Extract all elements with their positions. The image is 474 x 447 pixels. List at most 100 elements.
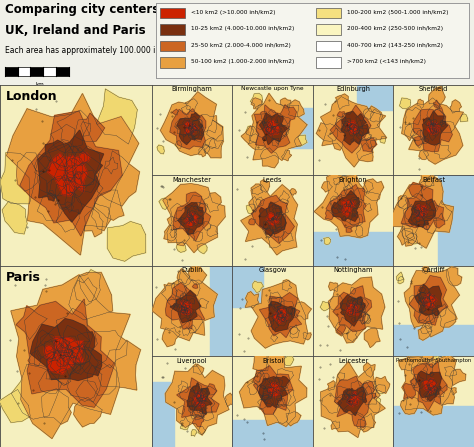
Polygon shape <box>247 383 258 395</box>
Polygon shape <box>429 314 436 323</box>
Polygon shape <box>352 213 356 218</box>
Polygon shape <box>393 406 474 447</box>
Polygon shape <box>321 362 385 438</box>
Polygon shape <box>351 197 360 206</box>
Polygon shape <box>199 147 206 157</box>
Polygon shape <box>282 314 288 320</box>
Polygon shape <box>190 298 194 304</box>
Polygon shape <box>351 401 353 402</box>
Polygon shape <box>180 309 188 320</box>
Polygon shape <box>200 407 206 417</box>
Polygon shape <box>265 228 273 236</box>
Polygon shape <box>250 93 263 108</box>
Polygon shape <box>181 105 190 115</box>
Polygon shape <box>403 384 416 399</box>
Polygon shape <box>41 333 56 352</box>
Polygon shape <box>187 312 203 333</box>
Polygon shape <box>424 301 427 304</box>
Polygon shape <box>275 208 282 213</box>
Polygon shape <box>181 304 186 310</box>
Polygon shape <box>276 390 279 393</box>
Polygon shape <box>290 189 296 195</box>
Polygon shape <box>204 138 224 158</box>
Text: Dublin: Dublin <box>181 267 203 273</box>
Polygon shape <box>399 357 413 371</box>
Polygon shape <box>360 380 376 395</box>
FancyBboxPatch shape <box>316 8 341 18</box>
Polygon shape <box>190 302 191 304</box>
Polygon shape <box>180 386 195 401</box>
Polygon shape <box>105 157 118 174</box>
Polygon shape <box>418 286 430 299</box>
Polygon shape <box>177 405 185 414</box>
Polygon shape <box>185 213 198 227</box>
Polygon shape <box>178 306 185 312</box>
Polygon shape <box>416 205 428 218</box>
Polygon shape <box>398 276 404 284</box>
Polygon shape <box>73 397 102 427</box>
Polygon shape <box>360 138 377 152</box>
Polygon shape <box>290 108 313 148</box>
Polygon shape <box>283 356 294 366</box>
Polygon shape <box>264 225 273 236</box>
Polygon shape <box>361 304 365 308</box>
Polygon shape <box>253 350 268 371</box>
Polygon shape <box>324 238 330 245</box>
Polygon shape <box>246 204 256 214</box>
Polygon shape <box>276 313 287 321</box>
Polygon shape <box>282 232 293 242</box>
Polygon shape <box>189 266 207 284</box>
FancyBboxPatch shape <box>56 67 69 76</box>
Polygon shape <box>430 122 439 133</box>
Polygon shape <box>263 373 269 380</box>
Polygon shape <box>277 308 287 318</box>
Polygon shape <box>364 179 384 201</box>
Polygon shape <box>280 125 289 137</box>
Polygon shape <box>184 299 187 303</box>
Polygon shape <box>171 203 188 222</box>
Polygon shape <box>252 195 294 243</box>
Polygon shape <box>259 293 301 337</box>
FancyBboxPatch shape <box>43 67 56 76</box>
Polygon shape <box>286 412 301 426</box>
Polygon shape <box>364 314 370 323</box>
Polygon shape <box>192 284 198 288</box>
Polygon shape <box>414 215 425 227</box>
Polygon shape <box>432 128 434 130</box>
Polygon shape <box>345 210 349 216</box>
Polygon shape <box>273 124 283 132</box>
Polygon shape <box>192 218 193 219</box>
Polygon shape <box>353 392 356 396</box>
Polygon shape <box>434 128 438 133</box>
Text: >700 km2 (<143 inh/km2): >700 km2 (<143 inh/km2) <box>347 59 426 64</box>
Polygon shape <box>277 312 283 320</box>
Polygon shape <box>342 392 349 401</box>
Polygon shape <box>353 133 362 143</box>
Polygon shape <box>189 215 193 221</box>
Polygon shape <box>261 392 273 403</box>
Polygon shape <box>424 391 429 397</box>
Polygon shape <box>63 177 66 181</box>
Polygon shape <box>73 162 99 193</box>
Polygon shape <box>206 384 217 395</box>
Polygon shape <box>71 343 86 365</box>
Text: Nottingham: Nottingham <box>333 267 373 273</box>
Text: Leicester: Leicester <box>338 358 368 364</box>
Polygon shape <box>281 312 282 313</box>
Polygon shape <box>412 131 426 148</box>
Polygon shape <box>273 405 290 424</box>
Polygon shape <box>251 184 263 195</box>
Polygon shape <box>171 304 191 328</box>
Polygon shape <box>410 276 448 325</box>
Polygon shape <box>184 279 200 296</box>
Polygon shape <box>273 205 281 217</box>
Polygon shape <box>427 389 436 401</box>
Polygon shape <box>431 356 439 363</box>
Polygon shape <box>345 207 349 212</box>
Polygon shape <box>342 118 351 128</box>
Polygon shape <box>451 388 456 395</box>
Polygon shape <box>0 389 30 422</box>
Polygon shape <box>180 292 187 303</box>
Polygon shape <box>255 372 261 382</box>
Polygon shape <box>193 231 203 242</box>
